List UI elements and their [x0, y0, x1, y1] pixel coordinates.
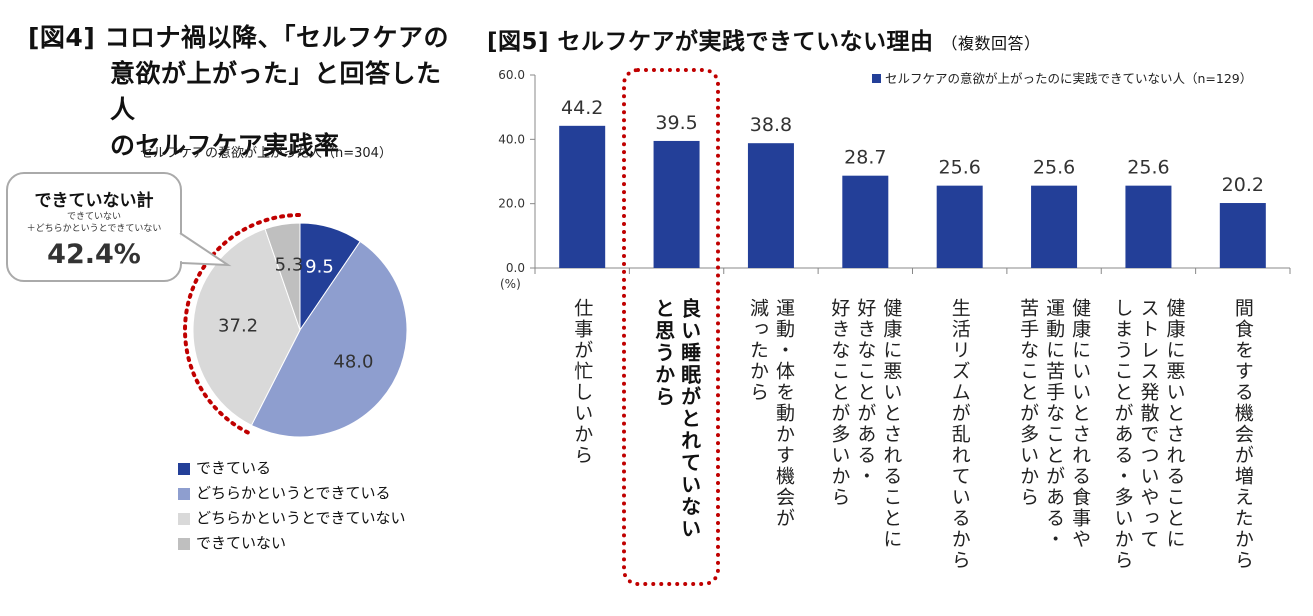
bar-value-label: 25.6 — [1127, 157, 1169, 179]
pie-slice-not-practicing — [264, 222, 301, 331]
bar-value-label: 38.8 — [750, 114, 792, 136]
legend-swatch — [178, 537, 190, 550]
fig4-title: [図4] コロナ禍以降、「セルフケアの 意欲が上がった」と回答した人 のセルフケ… — [28, 20, 458, 164]
bar-category-label: 良い睡眠がとれていない と思うから — [651, 298, 702, 540]
bar — [653, 140, 700, 268]
fig5-title-text: [図5] セルフケアが実践できていない理由 — [487, 29, 934, 55]
pie-value-label: 48.0 — [333, 352, 373, 373]
bar-value-label: 28.7 — [844, 147, 886, 169]
bar-legend-swatch — [872, 74, 881, 83]
bar — [1125, 185, 1172, 268]
callout-not-practicing: できていない計 できていない ＋どちらかというとできていない 42.4% — [6, 172, 182, 282]
legend-label: できている — [196, 459, 272, 477]
bar-category-label: 運動・体を動かす機会が 減ったから — [746, 298, 795, 529]
bar-category-label: 生活リズムが乱れているから — [948, 298, 971, 571]
callout-pointer — [176, 232, 232, 267]
bar — [559, 125, 606, 268]
bar-chart: 0.0 20.0 40.0 60.0 (%) 44.2 39.5 38.8 28.7 25.6 25… — [498, 68, 1291, 291]
pie-highlight-arc — [183, 213, 302, 435]
fig4-subtitle: セルフケアの意欲が上がった人（n=304） — [140, 146, 392, 161]
bar-value-label: 44.2 — [561, 97, 603, 119]
legend-item: できていない — [178, 531, 406, 556]
legend-item: どちらかというとできていない — [178, 506, 406, 531]
legend-swatch — [178, 462, 190, 475]
legend-item: できている — [178, 456, 406, 481]
legend-label: どちらかというとできている — [196, 484, 391, 502]
fig4-title-line3: のセルフケア実践率 — [110, 131, 340, 160]
callout-value: 42.4% — [47, 239, 141, 270]
bar — [936, 185, 983, 268]
bar-category-label: 健康に悪いとされることに ストレス発散でついやって しまうことがある・多いから — [1111, 298, 1186, 571]
fig4-title-line1: [図4] コロナ禍以降、「セルフケアの — [28, 23, 449, 52]
y-tick-label: 0.0 — [506, 261, 525, 275]
bar — [1031, 185, 1078, 268]
bar — [747, 143, 794, 268]
fig4-title-line2: 意欲が上がった」と回答した人 — [110, 59, 442, 124]
pie-slice-somewhat-not — [192, 228, 301, 427]
y-unit-label: (%) — [500, 277, 521, 291]
highlight-box — [622, 68, 720, 586]
y-tick-label: 40.0 — [498, 132, 525, 146]
pie-chart: 9.5 48.0 37.2 5.3 — [183, 213, 408, 438]
legend-item: どちらかというとできている — [178, 481, 406, 506]
bar — [1219, 203, 1266, 268]
bar-category-label: 仕事が忙しいから — [571, 298, 594, 466]
legend-label: できていない — [196, 534, 287, 552]
legend-swatch — [178, 512, 190, 525]
pie-slice-somewhat-practicing — [250, 240, 408, 438]
bar-legend-label: セルフケアの意欲が上がったのに実践できていない人（n=129） — [885, 71, 1252, 86]
bar-value-label: 20.2 — [1222, 174, 1264, 196]
bar-value-label: 25.6 — [1033, 157, 1075, 179]
pie-legend: できている どちらかというとできている どちらかというとできていない できていな… — [178, 456, 406, 556]
bar — [842, 175, 889, 268]
fig5-title-note: （複数回答） — [941, 34, 1041, 53]
callout-sub2: ＋どちらかというとできていない — [26, 224, 162, 234]
bar-value-label: 25.6 — [939, 157, 981, 179]
bar-category-label: 健康にいいとされる食事や 運動に苦手なことがある・ 苦手なことが多いから — [1017, 298, 1092, 550]
callout-sub1: できていない — [66, 212, 121, 222]
pie-value-label: 37.2 — [218, 316, 258, 337]
pie-value-label: 9.5 — [305, 257, 334, 278]
fig5-title: [図5] セルフケアが実践できていない理由 （複数回答） — [487, 22, 1041, 56]
bar-value-label: 39.5 — [655, 112, 697, 134]
legend-swatch — [178, 487, 190, 500]
y-tick-label: 60.0 — [498, 68, 525, 82]
callout-heading: できていない計 — [34, 191, 154, 211]
bar-category-label: 健康に悪いとされることに 好きなことがある・ 好きなことが多いから — [828, 298, 903, 550]
bar-category-label: 間食をする機会が増えたから — [1231, 298, 1254, 571]
pie-value-label: 5.3 — [275, 255, 304, 276]
y-tick-label: 20.0 — [498, 197, 525, 211]
legend-label: どちらかというとできていない — [196, 509, 406, 527]
